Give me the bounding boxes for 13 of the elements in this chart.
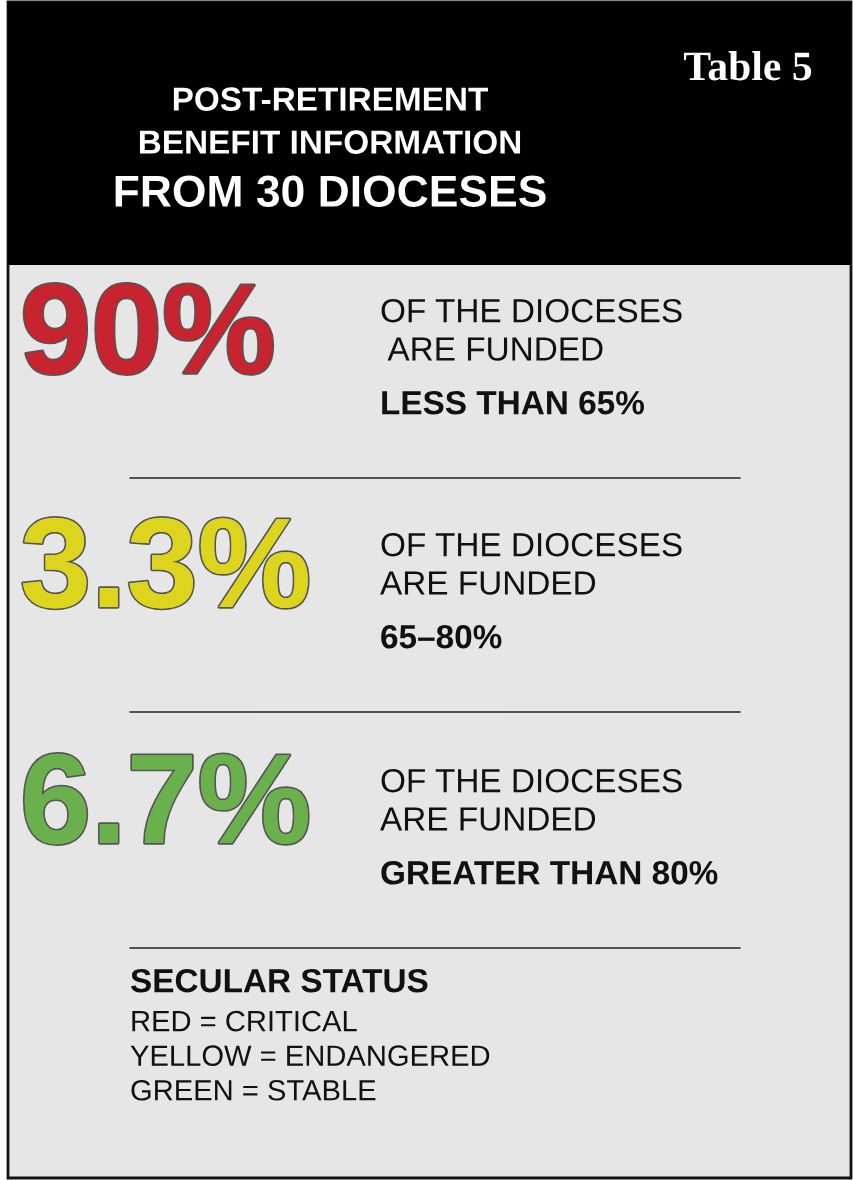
category-label: 65–80% <box>381 624 502 649</box>
category-label: GREATER THAN 80% <box>381 860 718 885</box>
data-label: 90% <box>24 283 273 375</box>
data-label: 6.7% <box>24 753 308 845</box>
text: SECULAR STATUS <box>130 968 428 993</box>
text: OF THE DIOCESES ARE FUNDED <box>380 532 682 595</box>
text: Table 5 <box>683 51 812 81</box>
text: POST-RETIREMENT BENEFIT INFORMATION FROM 30 DIOCESES <box>115 87 546 207</box>
category-label: LESS THAN 65% <box>382 390 644 415</box>
text: OF THE DIOCESES ARE FUNDED <box>381 298 682 361</box>
data-label: 3.3% <box>22 517 308 609</box>
text: OF THE DIOCESES ARE FUNDED <box>380 768 682 831</box>
text: RED = CRITICAL YELLOW = ENDANGERED GREEN = STABLE <box>130 1010 490 1101</box>
